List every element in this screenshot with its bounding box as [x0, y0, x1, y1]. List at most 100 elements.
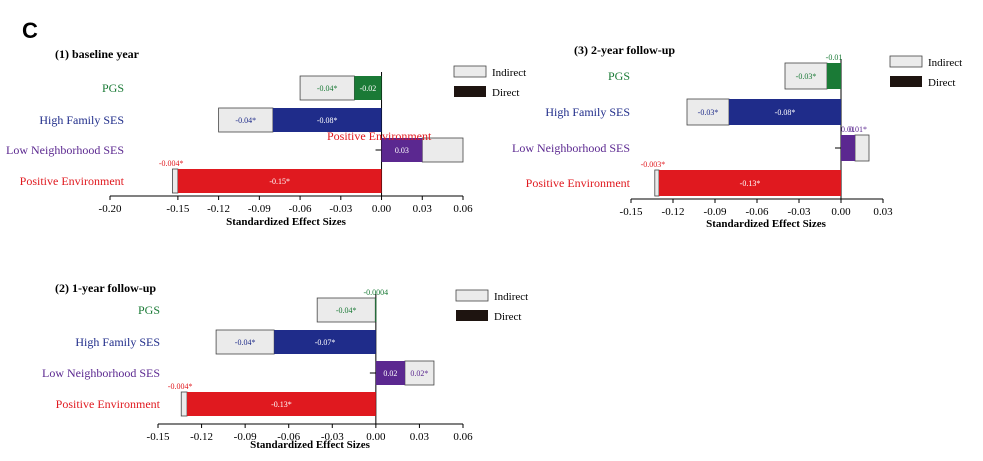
x-tick-label: -0.15	[147, 431, 170, 443]
bar-direct-label: -0.13*	[271, 400, 292, 409]
bar-direct	[375, 361, 405, 385]
chart-panel-2: (2) 1-year follow-up -0.15 -0.12 -0.09 -0.06…	[42, 281, 528, 451]
category-label: Low Neighborhood SES	[42, 366, 160, 380]
bar-indirect-label: -0.04*	[235, 116, 256, 125]
bar-indirect-label: -0.04*	[317, 84, 338, 93]
x-tick-label: -0.06	[746, 206, 769, 218]
category-label: PGS	[102, 81, 124, 95]
x-tick-label: 0.06	[453, 203, 473, 215]
legend-swatch-direct	[456, 310, 488, 321]
bar-direct-label: 0.02	[383, 369, 397, 378]
chart-annotation: Positive Environment	[327, 129, 432, 143]
bar-direct	[274, 330, 376, 354]
category-label: Positive Environment	[526, 176, 631, 190]
bar-direct-label: -0.15*	[269, 177, 290, 186]
x-tick-label: 0.00	[372, 203, 392, 215]
chart-panel-1: (1) baseline year -0.20 -0.15 -0.12 -0.09 -0.…	[6, 47, 526, 228]
bar-indirect	[172, 168, 179, 194]
x-tick-label: -0.09	[234, 431, 257, 443]
bar-direct	[272, 108, 382, 132]
x-tick-label: -0.06	[289, 203, 312, 215]
bar-indirect	[654, 169, 660, 197]
legend-swatch-indirect	[455, 289, 489, 302]
chart-panel-3: (3) 2-year follow-up -0.15 -0.12 -0.09 -0.06…	[512, 43, 962, 230]
bar-direct-label: -0.07*	[315, 338, 336, 347]
legend-swatch-indirect	[889, 55, 923, 68]
category-label: Low Neighborhood SES	[512, 141, 630, 155]
x-tick-label: -0.12	[662, 206, 685, 218]
category-label: Low Neighborhood SES	[6, 143, 124, 157]
legend-label-indirect: Indirect	[492, 67, 526, 79]
bar-direct-label: -0.13*	[740, 179, 761, 188]
bar-direct-label: -0.08*	[775, 108, 796, 117]
bar-direct	[187, 392, 376, 416]
legend-label-direct: Direct	[492, 87, 519, 99]
x-tick-label: -0.15	[166, 203, 189, 215]
x-tick-label: -0.20	[99, 203, 122, 215]
bar-direct	[841, 135, 855, 161]
chart-title: (2) 1-year follow-up	[55, 281, 156, 295]
legend-swatch-indirect	[453, 65, 487, 78]
bar-direct-label: -0.02	[360, 84, 377, 93]
chart-title: (3) 2-year follow-up	[574, 43, 675, 57]
bar-direct-label: -0.01	[826, 53, 843, 62]
x-tick-label: 0.00	[366, 431, 386, 443]
category-label: High Family SES	[39, 113, 124, 127]
panels: (1) baseline year -0.20 -0.15 -0.12 -0.09 -0.…	[6, 43, 962, 451]
legend-label-direct: Direct	[494, 311, 521, 323]
bar-indirect-label: -0.03*	[796, 72, 817, 81]
bar-indirect	[854, 134, 870, 162]
bar-indirect	[215, 329, 275, 355]
bar-direct-label: -0.0004	[363, 288, 388, 297]
legend-label-indirect: Indirect	[928, 57, 962, 69]
x-axis-label: Standardized Effect Sizes	[250, 439, 370, 451]
legend-label-direct: Direct	[928, 77, 955, 89]
bar-direct-label: 0.01	[841, 125, 855, 134]
x-tick-label: -0.03	[788, 206, 811, 218]
bar-direct	[381, 138, 423, 162]
bar-direct	[375, 298, 377, 322]
bar-indirect-label: -0.004*	[159, 159, 184, 168]
x-tick-label: -0.03	[329, 203, 352, 215]
category-label: PGS	[138, 303, 160, 317]
category-label: Positive Environment	[56, 397, 161, 411]
bar-indirect	[404, 360, 435, 386]
x-tick-label: -0.09	[248, 203, 271, 215]
bar-direct	[827, 63, 841, 89]
bar-indirect	[299, 75, 355, 101]
bar-indirect-label: 0.02*	[410, 369, 428, 378]
category-label: High Family SES	[545, 105, 630, 119]
bar-direct	[354, 76, 382, 100]
bar-direct-label: 0.03	[395, 146, 409, 155]
bar-indirect-label: -0.004*	[168, 382, 193, 391]
category-label: PGS	[608, 69, 630, 83]
legend-swatch-direct	[454, 86, 486, 97]
category-label: High Family SES	[75, 335, 160, 349]
bar-indirect-label: -0.04*	[336, 306, 357, 315]
x-tick-label: -0.12	[190, 431, 213, 443]
bar-indirect	[316, 297, 376, 323]
category-label: Positive Environment	[20, 174, 125, 188]
bar-direct	[729, 99, 841, 125]
x-tick-label: 0.00	[831, 206, 851, 218]
bar-indirect	[180, 391, 188, 417]
x-axis-label: Standardized Effect Sizes	[226, 216, 346, 228]
x-tick-label: -0.09	[704, 206, 727, 218]
x-tick-label: -0.12	[207, 203, 230, 215]
bar-indirect-label: 0.01*	[849, 125, 867, 134]
x-axis-label: Standardized Effect Sizes	[706, 218, 826, 230]
bar-indirect-label: -0.04*	[235, 338, 256, 347]
bar-indirect-label: -0.003*	[641, 160, 666, 169]
legend-swatch-direct	[890, 76, 922, 87]
chart-title: (1) baseline year	[55, 47, 140, 61]
bar-direct	[177, 169, 382, 193]
bar-direct-label: -0.08*	[317, 116, 338, 125]
bar-indirect-label: -0.03*	[698, 108, 719, 117]
x-tick-label: 0.03	[410, 431, 430, 443]
x-tick-label: 0.03	[413, 203, 433, 215]
panel-letter: C	[22, 18, 38, 43]
bar-direct	[659, 170, 841, 196]
x-tick-label: -0.15	[620, 206, 643, 218]
x-tick-label: 0.03	[873, 206, 893, 218]
x-tick-label: -0.03	[321, 431, 344, 443]
